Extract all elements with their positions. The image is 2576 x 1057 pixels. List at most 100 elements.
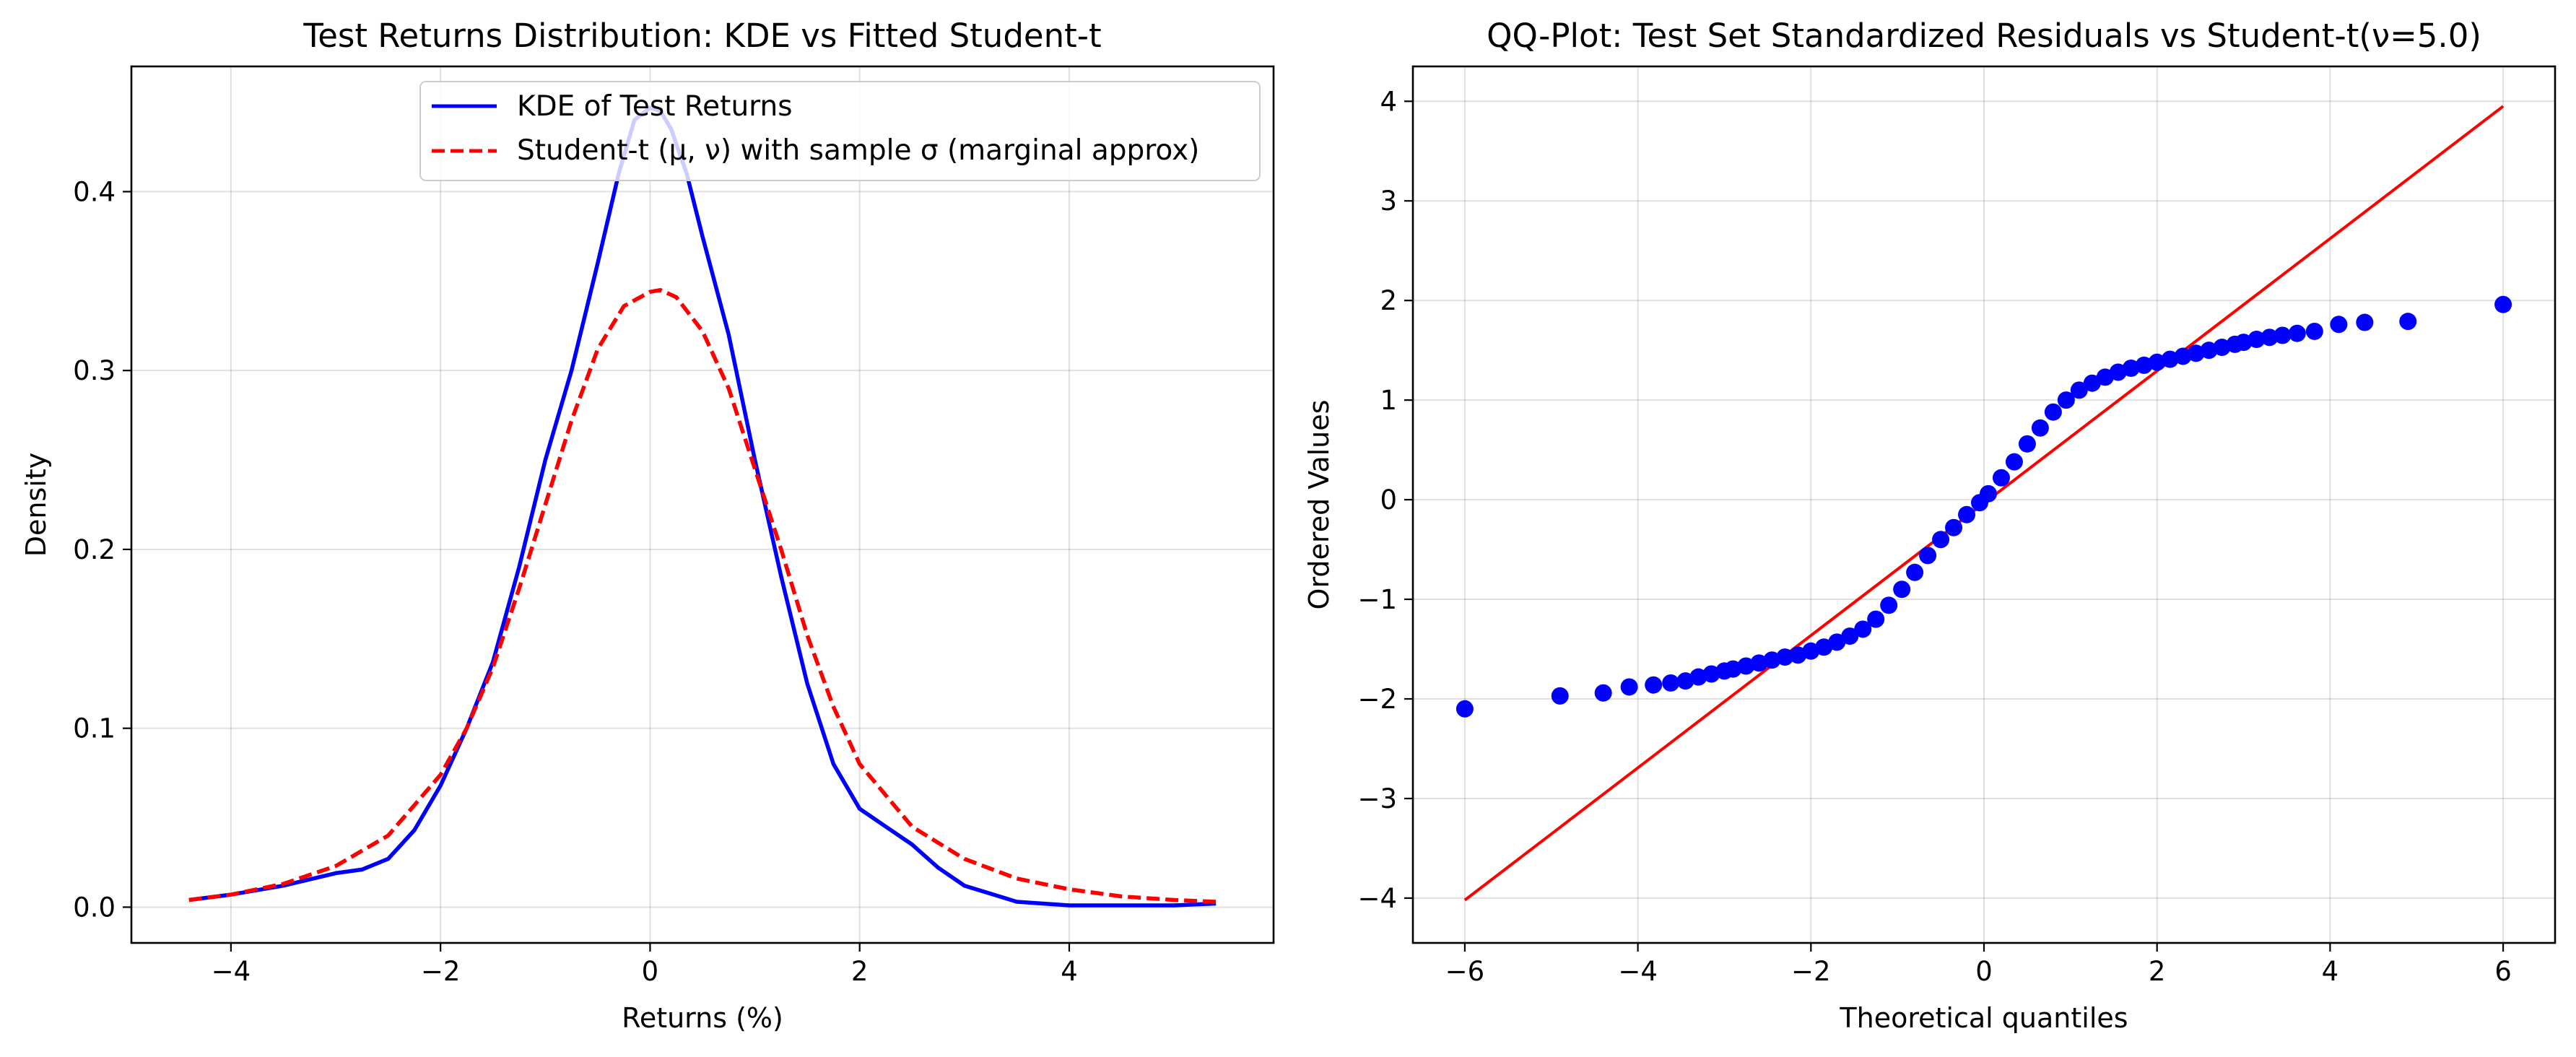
- qq-point: [1945, 518, 1963, 536]
- qq-point: [1815, 638, 1833, 656]
- x-tick-label: 2: [2149, 956, 2166, 987]
- qq-point: [2200, 342, 2218, 360]
- qq-point: [1854, 620, 1872, 638]
- legend-kde-label: KDE of Test Returns: [517, 90, 793, 123]
- x-tick-label: 4: [1061, 956, 1078, 987]
- y-tick-label: 0.0: [73, 892, 116, 923]
- qq-point: [1867, 610, 1885, 628]
- qq-point: [2213, 339, 2231, 357]
- kde-density-plot: −4 −2 0 2 4 0.0 0.1 0.2 0.3 0.4 Test Returns Dis…: [20, 17, 1275, 1034]
- x-tick-label: −2: [421, 956, 461, 987]
- qq-point: [1724, 660, 1742, 678]
- qq-point: [2187, 344, 2205, 362]
- x-tick-label: 2: [851, 956, 869, 987]
- qq-point: [2122, 360, 2140, 378]
- qq-point: [2070, 381, 2088, 399]
- y-tick-label: 1: [1380, 385, 1397, 416]
- qq-point: [1776, 648, 1794, 666]
- y-tick-label: −1: [1357, 584, 1397, 615]
- qq-point: [1893, 580, 1911, 599]
- right-y-axis-label: Ordered Values: [1303, 400, 1335, 610]
- qq-plot: −6 −4 −2 0 2 4 6 −4 −3 −2 −1 0 1 2 3 4 QQ-Plot: Test S…: [1303, 17, 2557, 1034]
- qq-point: [1455, 700, 1474, 718]
- right-x-axis-label: Theoretical quantiles: [1839, 1002, 2128, 1034]
- y-tick-label: −4: [1357, 883, 1397, 914]
- qq-point: [2005, 453, 2023, 471]
- qq-point: [1932, 531, 1950, 549]
- qq-point: [2235, 334, 2253, 352]
- qq-point: [2273, 326, 2292, 344]
- qq-point: [2135, 356, 2153, 374]
- qq-point: [1551, 687, 1569, 705]
- y-tick-label: 0.3: [73, 355, 116, 386]
- qq-point: [1880, 596, 1898, 614]
- qq-point: [2018, 435, 2036, 453]
- legend-box: [419, 81, 1261, 181]
- qq-point: [2305, 322, 2323, 340]
- qq-point: [2057, 391, 2075, 409]
- qq-point: [1737, 657, 1755, 675]
- left-x-ticks: −4 −2 0 2 4: [212, 943, 1078, 987]
- y-tick-label: 0.4: [73, 176, 116, 207]
- x-tick-label: 0: [642, 956, 659, 987]
- qq-point: [2174, 347, 2192, 365]
- qq-point: [2330, 316, 2348, 334]
- qq-point: [1620, 678, 1638, 696]
- qq-point: [2161, 350, 2179, 368]
- right-x-ticks: −6 −4 −2 0 2 4 6: [1445, 943, 2512, 987]
- qq-point: [1645, 676, 1663, 694]
- right-y-ticks: −4 −3 −2 −1 0 1 2 3 4: [1357, 86, 1413, 914]
- left-y-ticks: 0.0 0.1 0.2 0.3 0.4: [73, 176, 131, 923]
- y-tick-label: 3: [1380, 186, 1397, 217]
- qq-point: [2248, 330, 2266, 348]
- qq-point: [1702, 665, 1720, 683]
- qq-point: [1828, 633, 1846, 651]
- left-legend: KDE of Test Returns Student-t (μ, ν) wit…: [419, 81, 1261, 181]
- y-tick-label: 4: [1380, 86, 1397, 117]
- left-grid: [131, 66, 1274, 943]
- qq-point: [1919, 547, 1937, 565]
- x-tick-label: 0: [1975, 956, 1993, 987]
- left-plot-frame: [130, 65, 1275, 944]
- legend-student-t-label: Student-t (μ, ν) with sample σ (marginal…: [517, 134, 1199, 167]
- qq-point: [2494, 295, 2512, 313]
- qq-point: [1763, 651, 1781, 669]
- qq-point: [2288, 324, 2306, 342]
- qq-point: [2356, 313, 2374, 331]
- x-tick-label: −6: [1445, 956, 1485, 987]
- x-tick-label: −4: [212, 956, 251, 987]
- qq-point: [2031, 419, 2049, 437]
- qq-point: [2148, 353, 2166, 371]
- x-tick-label: −4: [1618, 956, 1658, 987]
- qq-point: [2044, 403, 2062, 421]
- qq-point: [1841, 627, 1859, 645]
- student-t-line: [188, 287, 1217, 904]
- left-y-axis-label: Density: [20, 453, 52, 557]
- qq-point: [1906, 563, 1924, 581]
- x-tick-label: 6: [2494, 956, 2512, 987]
- qq-point: [1662, 674, 1680, 692]
- y-tick-label: 0.1: [73, 713, 116, 744]
- y-tick-label: 2: [1380, 285, 1397, 316]
- left-chart-title: Test Returns Distribution: KDE vs Fitted…: [303, 17, 1101, 55]
- qq-point: [1992, 469, 2010, 487]
- qq-point: [2399, 313, 2417, 331]
- y-tick-label: −2: [1357, 684, 1397, 715]
- y-tick-label: 0.2: [73, 534, 116, 565]
- qq-point: [2083, 374, 2101, 392]
- qq-point: [1594, 684, 1612, 702]
- y-tick-label: −3: [1357, 783, 1397, 814]
- qq-point: [1689, 668, 1707, 686]
- qq-point: [2260, 329, 2279, 347]
- left-x-axis-label: Returns (%): [622, 1002, 783, 1034]
- qq-point: [1979, 484, 1997, 503]
- qq-point: [2096, 368, 2114, 386]
- qq-point: [1750, 654, 1768, 672]
- y-tick-label: 0: [1380, 484, 1397, 516]
- x-tick-label: −2: [1791, 956, 1831, 987]
- right-series-points: [1455, 105, 2512, 902]
- right-chart-title: QQ-Plot: Test Set Standardized Residuals…: [1487, 17, 2481, 55]
- x-tick-label: 4: [2322, 956, 2339, 987]
- qq-point: [1958, 505, 1976, 523]
